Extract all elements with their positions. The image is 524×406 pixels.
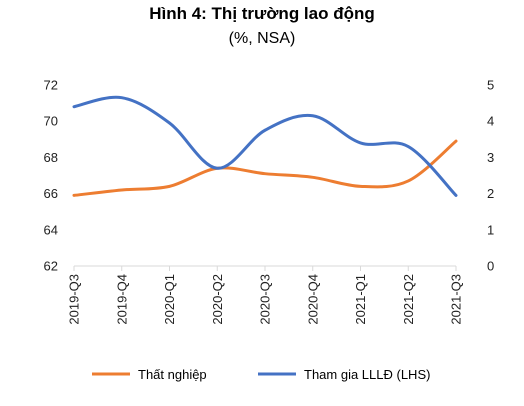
legend-label: Tham gia LLLĐ (LHS) [304, 367, 430, 382]
left-axis-tick-label: 64 [44, 222, 58, 237]
left-axis-tick-label: 70 [44, 114, 58, 129]
right-axis-tick-label: 0 [487, 259, 494, 274]
x-axis-tick-label: 2020-Q1 [162, 274, 177, 325]
right-axis-tick-label: 4 [487, 114, 494, 129]
series-line-that-nghiep [72, 139, 458, 197]
right-axis-tick-label: 1 [487, 222, 494, 237]
x-axis-tick-label: 2021-Q1 [353, 274, 368, 325]
legend-label: Thất nghiệp [138, 367, 207, 382]
x-axis-tick-label: 2020-Q4 [305, 274, 320, 325]
x-axis-tick-label: 2020-Q3 [258, 274, 273, 325]
x-axis-tick-label: 2021-Q3 [449, 274, 464, 325]
left-axis-tick-label: 66 [44, 186, 58, 201]
x-axis-tick-label: 2019-Q3 [67, 274, 82, 325]
x-axis-tick-label: 2019-Q4 [114, 274, 129, 325]
right-axis-tick-label: 2 [487, 186, 494, 201]
series-line-tham-gia-llld [72, 95, 458, 197]
chart-title: Hình 4: Thị trường lao động [149, 4, 375, 23]
left-axis-tick-label: 68 [44, 150, 58, 165]
right-axis-tick-label: 5 [487, 78, 494, 93]
x-axis-tick-label: 2020-Q2 [210, 274, 225, 325]
left-axis-tick-label: 72 [44, 78, 58, 93]
x-axis-tick-label: 2021-Q2 [401, 274, 416, 325]
chart-subtitle: (%, NSA) [228, 30, 296, 47]
left-axis-tick-label: 62 [44, 259, 58, 274]
right-axis-tick-label: 3 [487, 150, 494, 165]
